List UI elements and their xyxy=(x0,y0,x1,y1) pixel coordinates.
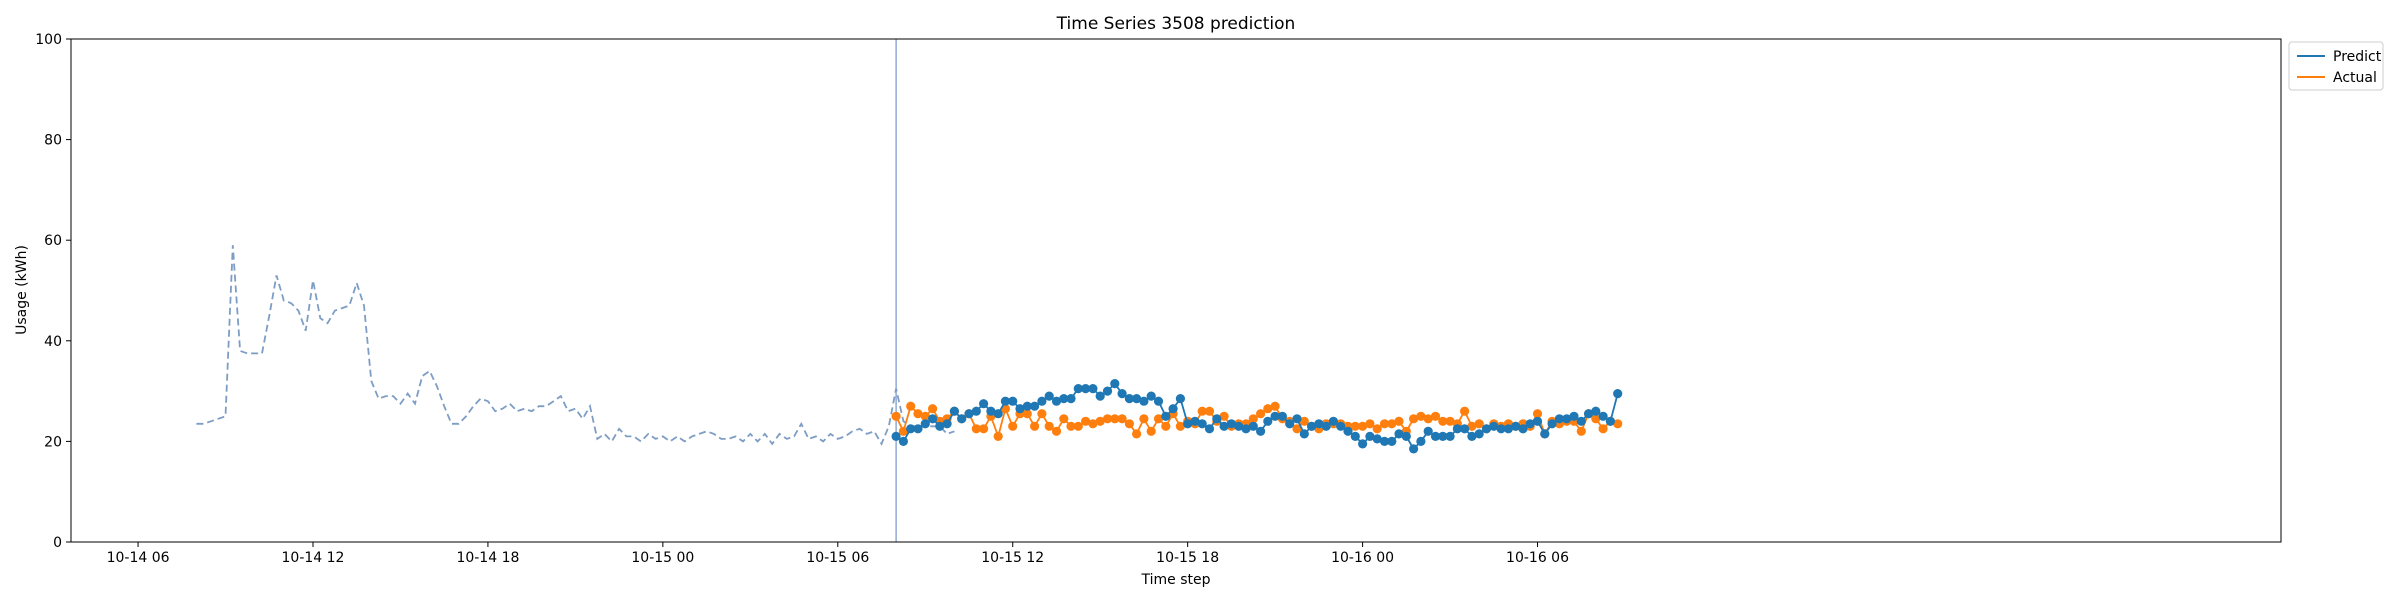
actual-point xyxy=(1139,414,1148,423)
y-tick-label: 60 xyxy=(44,233,62,249)
predict-point xyxy=(1613,389,1622,398)
predict-point xyxy=(1176,394,1185,403)
predict-point xyxy=(1161,412,1170,421)
actual-point xyxy=(906,402,915,411)
y-tick-label: 80 xyxy=(44,133,62,149)
predict-point xyxy=(1088,384,1097,393)
predict-point xyxy=(1606,417,1615,426)
predict-point xyxy=(1533,417,1542,426)
actual-point xyxy=(1271,402,1280,411)
history-series-line xyxy=(196,245,954,444)
predict-point xyxy=(1460,424,1469,433)
predict-point xyxy=(1351,432,1360,441)
predict-point xyxy=(1540,429,1549,438)
y-tick-label: 0 xyxy=(53,535,62,551)
actual-point xyxy=(1577,427,1586,436)
actual-point xyxy=(1030,422,1039,431)
predict-point xyxy=(1154,397,1163,406)
actual-point xyxy=(1132,429,1141,438)
legend: Predict Actual xyxy=(2289,42,2383,90)
actual-point xyxy=(1161,422,1170,431)
x-tick-label: 10-15 12 xyxy=(981,550,1044,566)
predict-point xyxy=(1300,429,1309,438)
x-tick-label: 10-15 06 xyxy=(806,550,869,566)
actual-point xyxy=(979,424,988,433)
y-tick-label: 20 xyxy=(44,434,62,450)
x-tick-label: 10-14 12 xyxy=(282,550,345,566)
actual-point xyxy=(1125,419,1134,428)
actual-point xyxy=(1008,422,1017,431)
plot-marks xyxy=(196,39,1622,542)
predict-point xyxy=(1358,439,1367,448)
x-tick-label: 10-14 18 xyxy=(456,550,519,566)
y-tick-label: 100 xyxy=(35,32,62,48)
actual-point xyxy=(1599,424,1608,433)
x-tick-label: 10-15 18 xyxy=(1156,550,1219,566)
predict-point xyxy=(928,414,937,423)
predict-point xyxy=(943,419,952,428)
actual-point xyxy=(1059,414,1068,423)
actual-point xyxy=(994,432,1003,441)
predict-point xyxy=(1169,404,1178,413)
y-tick-label: 40 xyxy=(44,334,62,350)
actual-point xyxy=(1052,427,1061,436)
predict-point xyxy=(1008,397,1017,406)
predict-point xyxy=(1446,432,1455,441)
actual-point xyxy=(892,412,901,421)
actual-point xyxy=(1147,427,1156,436)
y-axis-label: Usage (kWh) xyxy=(14,245,30,335)
predict-point xyxy=(1205,424,1214,433)
predict-point xyxy=(1387,437,1396,446)
x-axis-label: Time step xyxy=(1141,572,1211,588)
predict-point xyxy=(950,407,959,416)
predict-point xyxy=(994,409,1003,418)
x-tick-label: 10-14 06 xyxy=(107,550,170,566)
predict-point xyxy=(1103,387,1112,396)
actual-point xyxy=(1037,409,1046,418)
actual-point xyxy=(1205,407,1214,416)
legend-actual-label: Actual xyxy=(2333,70,2377,86)
actual-point xyxy=(1460,407,1469,416)
predict-point xyxy=(1110,379,1119,388)
actual-point xyxy=(1394,417,1403,426)
plot-frame xyxy=(71,39,2281,542)
x-tick-label: 10-16 06 xyxy=(1506,550,1569,566)
predict-point xyxy=(1212,414,1221,423)
predict-point xyxy=(972,407,981,416)
x-tick-label: 10-16 00 xyxy=(1331,550,1394,566)
predict-point xyxy=(1256,427,1265,436)
legend-predict-label: Predict xyxy=(2333,49,2382,65)
predict-point xyxy=(1066,394,1075,403)
predict-point xyxy=(1292,414,1301,423)
axes-ticks: 0 20 40 60 80 100 10-14 06 10-14 12 10-14 18 10-1… xyxy=(35,32,1569,566)
predict-point xyxy=(1402,432,1411,441)
predict-point xyxy=(1278,412,1287,421)
predict-point xyxy=(1416,437,1425,446)
actual-point xyxy=(928,404,937,413)
predict-point xyxy=(899,437,908,446)
chart-title: Time Series 3508 prediction xyxy=(1056,14,1296,34)
predict-point xyxy=(1409,444,1418,453)
predict-point xyxy=(979,399,988,408)
predict-point xyxy=(1577,417,1586,426)
x-tick-label: 10-15 00 xyxy=(631,550,694,566)
